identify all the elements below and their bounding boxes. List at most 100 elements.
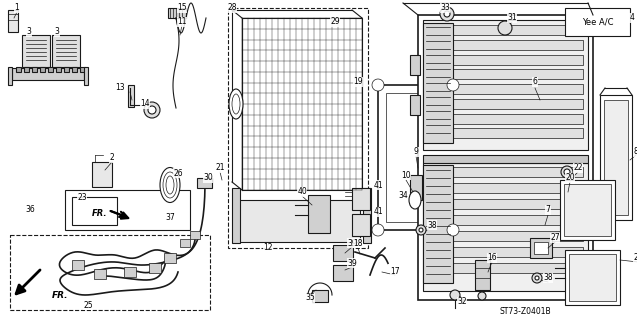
Bar xyxy=(232,188,240,243)
Bar xyxy=(190,231,200,239)
Text: 39: 39 xyxy=(347,238,357,247)
Text: 22: 22 xyxy=(573,164,583,172)
Bar xyxy=(80,67,85,72)
Circle shape xyxy=(450,290,460,300)
Bar xyxy=(604,100,628,215)
Bar xyxy=(428,167,583,177)
Bar xyxy=(428,263,583,273)
Text: 4: 4 xyxy=(629,13,634,22)
Bar xyxy=(423,23,453,143)
Ellipse shape xyxy=(160,167,180,203)
Bar xyxy=(428,54,583,65)
Text: 34: 34 xyxy=(398,190,408,199)
Bar xyxy=(428,199,583,209)
Bar xyxy=(16,67,21,72)
Circle shape xyxy=(447,224,459,236)
Bar xyxy=(8,10,18,32)
Circle shape xyxy=(478,292,486,300)
Bar xyxy=(64,67,69,72)
Text: 15: 15 xyxy=(177,4,187,12)
Bar xyxy=(164,253,176,263)
Ellipse shape xyxy=(232,94,240,114)
Text: 37: 37 xyxy=(165,213,175,222)
Bar xyxy=(423,20,588,150)
Bar xyxy=(48,67,53,72)
Bar xyxy=(565,250,620,305)
Circle shape xyxy=(419,228,423,232)
Circle shape xyxy=(444,11,450,17)
Bar xyxy=(333,245,353,261)
Bar xyxy=(24,67,29,72)
Bar xyxy=(502,22,508,34)
Bar xyxy=(428,99,583,109)
Text: 2: 2 xyxy=(110,154,115,163)
Text: 12: 12 xyxy=(263,244,273,252)
Bar xyxy=(72,197,117,225)
Bar xyxy=(10,235,210,310)
Text: FR.: FR. xyxy=(52,291,69,300)
Text: 6: 6 xyxy=(533,77,538,86)
Bar xyxy=(530,238,552,258)
Bar xyxy=(423,163,588,291)
Bar xyxy=(94,269,106,279)
Bar xyxy=(72,260,84,270)
Bar xyxy=(534,242,548,254)
Circle shape xyxy=(447,79,459,91)
Bar xyxy=(149,263,161,273)
Text: 41: 41 xyxy=(373,180,383,189)
Bar xyxy=(65,190,190,230)
Bar xyxy=(308,195,330,233)
Text: 8: 8 xyxy=(634,148,637,156)
Ellipse shape xyxy=(409,191,421,209)
Bar xyxy=(8,67,12,85)
Text: 36: 36 xyxy=(25,205,35,214)
Text: 38: 38 xyxy=(427,220,437,229)
Bar xyxy=(56,67,61,72)
Circle shape xyxy=(372,79,384,91)
Bar xyxy=(228,8,368,248)
Text: 38: 38 xyxy=(543,274,553,283)
Text: 9: 9 xyxy=(413,148,419,156)
Text: Yee A/C: Yee A/C xyxy=(582,18,614,27)
Text: 39: 39 xyxy=(347,259,357,268)
Text: 19: 19 xyxy=(353,77,363,86)
Bar xyxy=(428,114,583,124)
Bar xyxy=(32,67,37,72)
Bar xyxy=(428,183,583,193)
Bar xyxy=(168,8,186,18)
Text: 28: 28 xyxy=(227,4,237,12)
Text: 20: 20 xyxy=(565,173,575,182)
Text: 23: 23 xyxy=(77,193,87,202)
Text: 7: 7 xyxy=(545,205,550,214)
Text: 41: 41 xyxy=(373,207,383,217)
Bar xyxy=(428,215,583,225)
Bar xyxy=(92,162,112,187)
Text: 3: 3 xyxy=(55,28,59,36)
Text: ST73-Z0401B: ST73-Z0401B xyxy=(500,308,552,316)
Circle shape xyxy=(372,224,384,236)
Circle shape xyxy=(564,169,570,175)
Text: 16: 16 xyxy=(487,253,497,262)
Text: 21: 21 xyxy=(215,164,225,172)
Bar xyxy=(242,18,362,190)
Text: 10: 10 xyxy=(401,171,411,180)
Bar xyxy=(410,175,422,200)
Circle shape xyxy=(532,273,542,283)
Text: 35: 35 xyxy=(305,293,315,302)
Text: 27: 27 xyxy=(550,234,560,243)
Bar xyxy=(569,254,616,301)
Text: 17: 17 xyxy=(390,268,400,276)
Text: 31: 31 xyxy=(507,13,517,22)
Text: 30: 30 xyxy=(203,173,213,182)
Text: 25: 25 xyxy=(83,300,93,309)
Ellipse shape xyxy=(166,176,174,194)
Bar xyxy=(235,200,360,242)
Text: 24: 24 xyxy=(633,253,637,262)
Ellipse shape xyxy=(163,172,177,198)
Text: 33: 33 xyxy=(440,4,450,12)
Bar xyxy=(428,247,583,257)
Bar xyxy=(423,155,588,163)
Text: 18: 18 xyxy=(354,238,362,247)
Bar xyxy=(333,265,353,281)
Circle shape xyxy=(416,225,426,235)
